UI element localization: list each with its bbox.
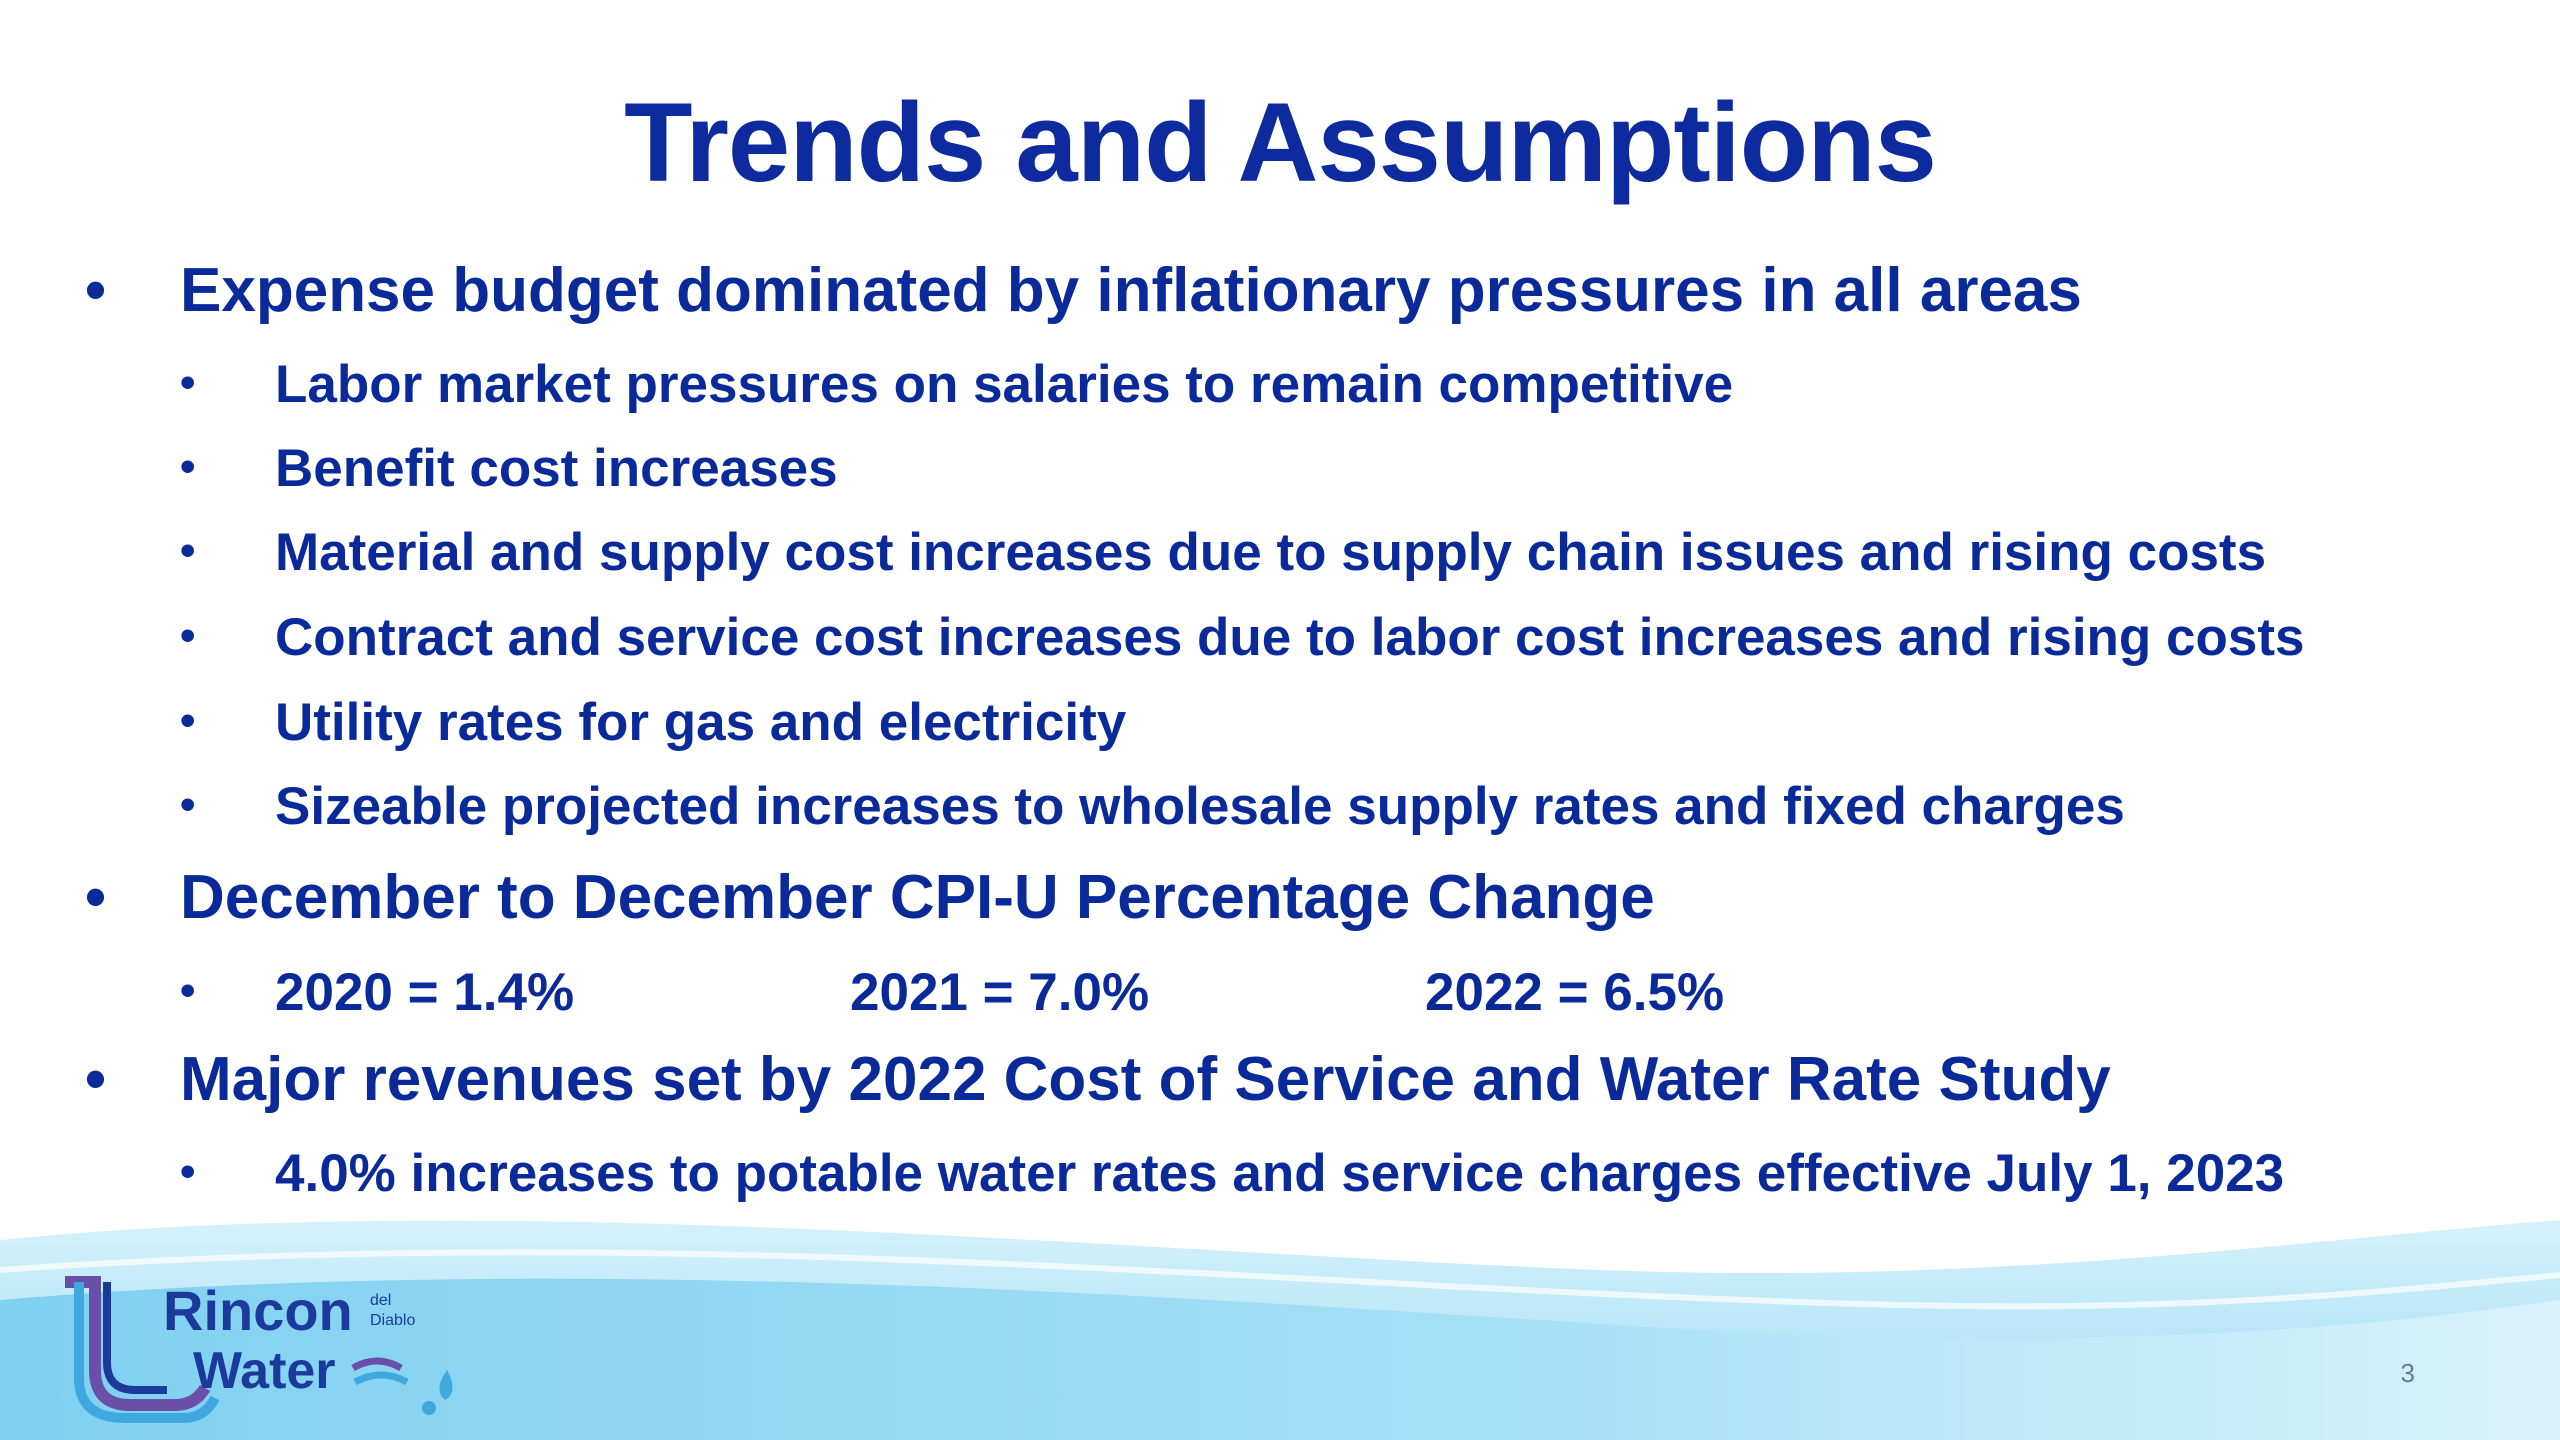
wave-background <box>0 1220 2560 1440</box>
page-number: 3 <box>2400 1358 2415 1388</box>
sub-bullet-wholesale: Sizeable projected increases to wholesal… <box>180 776 2125 837</box>
cpi-2021: 2021 = 7.0% <box>850 963 1150 1022</box>
sub-bullet-rate-increase: 4.0% increases to potable water rates an… <box>180 1143 2284 1204</box>
logo-del: del <box>370 1292 391 1309</box>
sub-bullet-cpi-values: 2020 = 1.4% 2021 = 7.0% 2022 = 6.5% <box>180 962 1725 1023</box>
logo-diablo: Diablo <box>370 1312 415 1329</box>
sub-bullet-material: Material and supply cost increases due t… <box>180 522 2266 583</box>
logo-rincon: Rincon <box>163 1279 353 1342</box>
sub-bullet-utility: Utility rates for gas and electricity <box>180 692 1126 753</box>
sub-bullet-contract: Contract and service cost increases due … <box>180 607 2305 668</box>
sub-bullet-labor: Labor market pressures on salaries to re… <box>180 354 1733 415</box>
rincon-water-logo: Rincon del Diablo Water <box>65 1276 453 1423</box>
logo-water: Water <box>193 1342 336 1400</box>
bullet-expense-budget: Expense budget dominated by inflationary… <box>85 255 2082 326</box>
sub-bullet-benefit: Benefit cost increases <box>180 438 838 499</box>
bullet-cpi: December to December CPI-U Percentage Ch… <box>85 862 1655 933</box>
bullet-major-revenues: Major revenues set by 2022 Cost of Servi… <box>85 1044 2111 1115</box>
cpi-2022: 2022 = 6.5% <box>1425 963 1725 1022</box>
cpi-2020: 2020 = 1.4% <box>275 963 575 1022</box>
slide-title: Trends and Assumptions <box>624 80 1937 205</box>
